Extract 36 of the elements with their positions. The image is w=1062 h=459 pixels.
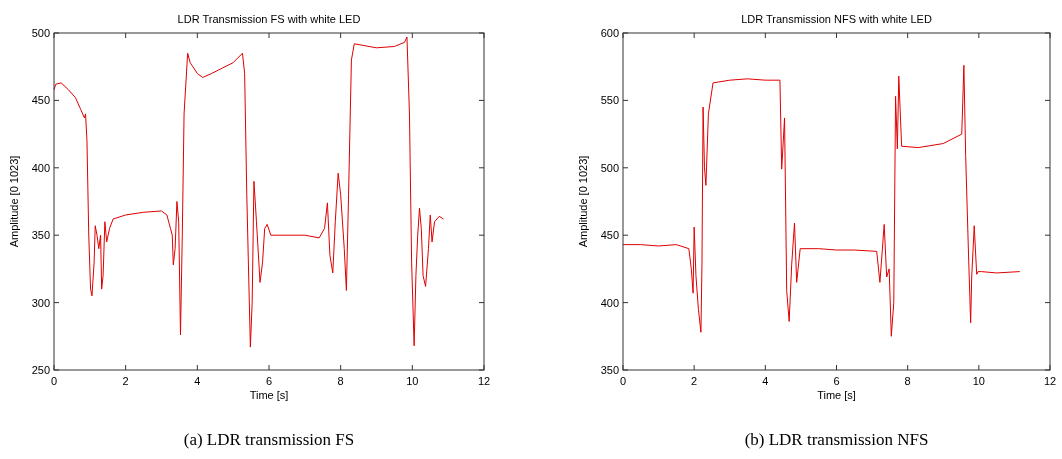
x-tick-label: 4: [762, 375, 769, 387]
x-tick-label: 10: [972, 375, 985, 387]
y-tick-label: 450: [600, 229, 619, 242]
x-axis-title: Time [s]: [817, 389, 856, 401]
y-axis-title: Amplitude [0 1023]: [8, 155, 20, 248]
y-tick-label: 400: [31, 161, 50, 174]
x-tick-label: 8: [904, 375, 911, 387]
y-tick-label: 550: [600, 94, 619, 107]
chart-title: LDR Transmission NFS with white LED: [741, 13, 932, 25]
x-tick-label: 0: [619, 375, 627, 387]
y-tick-label: 350: [600, 364, 619, 376]
x-axis-title: Time [s]: [249, 389, 289, 401]
y-tick-label: 400: [600, 296, 619, 309]
y-tick-label: 450: [31, 94, 50, 107]
x-tick-label: 2: [122, 375, 129, 387]
x-tick-label: 10: [406, 375, 419, 387]
text: (a) LDR transmission FS: [183, 430, 355, 449]
chart-title: LDR Transmission FS with white LED: [177, 13, 361, 25]
text: (b) LDR transmission NFS: [744, 430, 929, 449]
x-tick-label: 12: [1043, 375, 1057, 387]
line-series: [622, 64, 1021, 337]
y-tick-label: 500: [600, 161, 619, 174]
x-tick-label: 8: [337, 375, 344, 387]
y-tick-label: 300: [31, 296, 50, 309]
x-tick-label: 12: [477, 375, 491, 387]
x-tick-label: 6: [833, 375, 840, 387]
x-tick-label: 4: [194, 375, 201, 387]
line-series: [53, 36, 445, 348]
y-tick-label: 350: [31, 229, 50, 242]
y-tick-label: 500: [31, 27, 50, 39]
x-tick-label: 6: [265, 375, 273, 387]
x-tick-label: 0: [50, 375, 58, 387]
y-tick-label: 600: [600, 27, 619, 39]
y-tick-label: 250: [31, 364, 50, 376]
x-tick-label: 2: [691, 375, 698, 387]
y-axis-title: Amplitude [0 1023]: [577, 155, 589, 248]
